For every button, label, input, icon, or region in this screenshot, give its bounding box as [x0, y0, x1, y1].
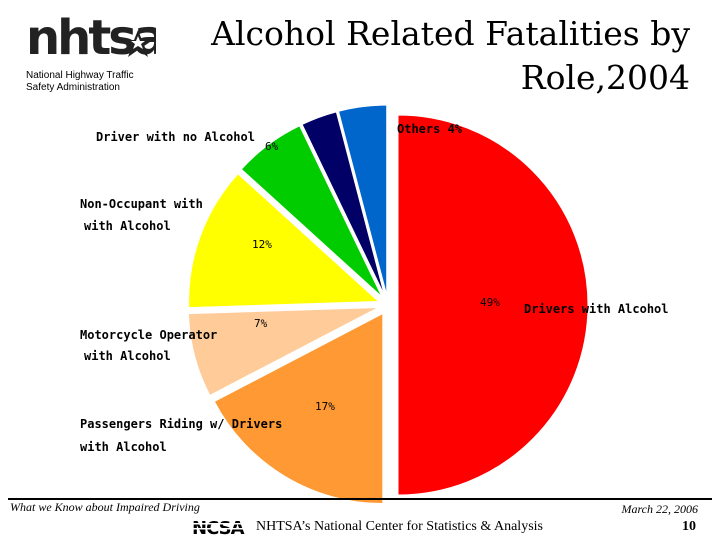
- label-motorcycle-1: Motorcycle Operator: [80, 328, 218, 342]
- slice-non-occupant: [188, 173, 380, 309]
- label-drivers-alcohol: Drivers with Alcohol: [524, 302, 669, 316]
- slice-unlabeled: [301, 111, 386, 296]
- page-number: 10: [682, 519, 696, 534]
- footer-organization: NHTSA’s National Center for Statistics &…: [256, 519, 543, 534]
- slice-drivers-with-alcohol: [397, 114, 589, 496]
- label-others: Others 4%: [397, 122, 463, 136]
- pct-no-alcohol: 6%: [265, 140, 279, 153]
- title-line-1: Alcohol Related Fatalities by: [211, 14, 690, 53]
- pct-non-occupant: 12%: [252, 238, 272, 251]
- label-no-alcohol: Driver with no Alcohol: [96, 130, 255, 144]
- label-passengers-1: Passengers Riding w/ Drivers: [80, 417, 283, 431]
- label-non-occupant-2: with Alcohol: [84, 219, 171, 233]
- ncsa-logo-icon: NCSA: [192, 518, 250, 537]
- svg-text:nhtsa: nhtsa: [26, 10, 156, 66]
- nhtsa-logo-icon: nhtsa: [26, 10, 156, 66]
- label-passengers-2: with Alcohol: [80, 440, 167, 454]
- slice-motorcycle-operator: [187, 307, 379, 397]
- pct-motorcycle: 7%: [254, 317, 268, 330]
- agency-line-2: Safety Administration: [26, 82, 120, 93]
- svg-text:NCSA: NCSA: [192, 518, 245, 537]
- slice-passengers-with-alcohol: [213, 312, 384, 505]
- slice-driver-no-alcohol: [240, 125, 383, 298]
- pct-passengers: 17%: [315, 400, 335, 413]
- title-line-2: Role,2004: [520, 58, 690, 97]
- agency-name: National Highway Traffic Safety Administ…: [26, 70, 166, 94]
- pct-drivers: 49%: [480, 296, 500, 309]
- footer-divider: [8, 498, 712, 500]
- footer-presentation-title: What we Know about Impaired Driving: [10, 500, 200, 514]
- slide-title: Alcohol Related Fatalities by Role,2004: [170, 12, 690, 100]
- footer-date: March 22, 2006: [621, 502, 698, 516]
- slice-others: [337, 104, 388, 296]
- label-motorcycle-2: with Alcohol: [84, 349, 171, 363]
- label-non-occupant-1: Non-Occupant with: [80, 197, 203, 211]
- agency-line-1: National Highway Traffic: [26, 70, 134, 81]
